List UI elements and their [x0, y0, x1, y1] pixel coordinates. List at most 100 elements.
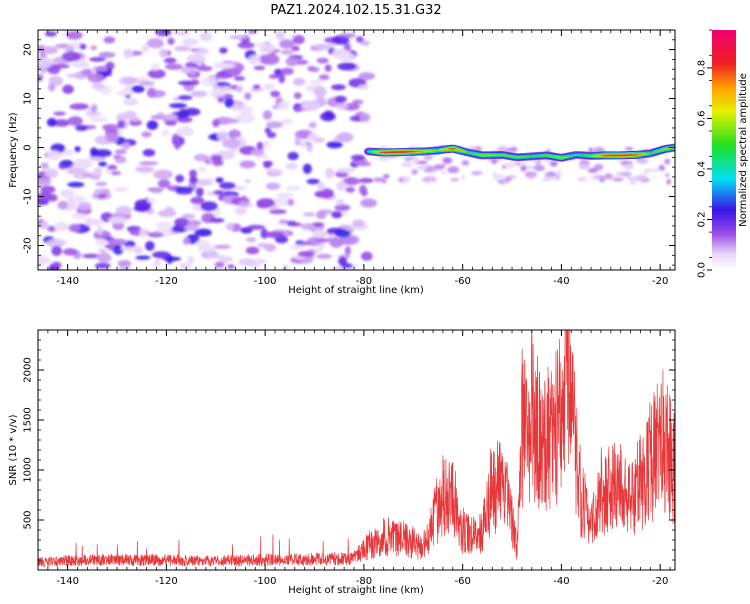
noise-blob [294, 136, 301, 143]
noise-blob [324, 64, 332, 72]
noise-blob [265, 182, 281, 191]
signal-band-segment [483, 154, 486, 157]
signal-band-segment [605, 154, 608, 157]
noise-blob [88, 218, 104, 226]
noise-blob [97, 193, 107, 199]
noise-blob [112, 154, 122, 159]
signal-spread-blob [403, 157, 413, 161]
noise-blob [334, 95, 347, 104]
noise-blob [264, 127, 272, 134]
noise-blob [263, 139, 270, 150]
signal-spread-blob [545, 172, 556, 177]
noise-blob [138, 161, 159, 166]
signal-band-segment [372, 151, 375, 153]
noise-blob [38, 74, 44, 82]
noise-blob [112, 245, 124, 255]
noise-blob [212, 159, 224, 167]
signal-spread-blob [599, 176, 606, 183]
noise-blob [345, 186, 356, 193]
signal-band-segment [616, 154, 619, 157]
noise-blob [237, 42, 255, 49]
noise-blob [96, 225, 103, 235]
noise-blob [95, 238, 108, 247]
noise-blob [271, 204, 279, 210]
signal-band-segment [656, 150, 659, 152]
signal-band-segment [598, 154, 601, 157]
noise-blob [286, 220, 297, 226]
noise-blob [54, 221, 69, 232]
noise-blob [90, 147, 98, 157]
noise-blob [201, 76, 218, 87]
y-tick-label: 500 [23, 510, 34, 529]
signal-band-segment [632, 154, 635, 156]
signal-band-segment [427, 150, 430, 152]
noise-blob [280, 67, 294, 75]
noise-blob [165, 114, 176, 119]
noise-blob [150, 188, 163, 194]
signal-spread-blob [507, 161, 518, 167]
noise-blob [89, 57, 106, 62]
noise-blob [147, 232, 164, 238]
noise-blob [285, 162, 299, 170]
signal-band-segment [647, 152, 650, 155]
signal-spread-blob [447, 166, 460, 174]
signal-spread-blob [645, 168, 654, 172]
noise-blob [123, 110, 137, 121]
noise-blob [235, 85, 244, 93]
x-tick-label: -20 [652, 276, 668, 287]
signal-band-segment [503, 154, 506, 157]
signal-band-segment [547, 155, 550, 157]
noise-blob [205, 177, 213, 184]
signal-spread-blob [442, 157, 453, 164]
signal-spread-blob [423, 154, 434, 161]
noise-blob [97, 248, 107, 253]
noise-blob [135, 166, 155, 173]
signal-band-segment [472, 152, 475, 155]
signal-band-segment [552, 155, 555, 158]
noise-blob [313, 222, 325, 227]
noise-blob [74, 146, 81, 153]
snr-y-axis-title: SNR (10 * v/v) [8, 414, 19, 485]
noise-blob [332, 35, 350, 45]
signal-band-segment [530, 155, 533, 158]
noise-blob [165, 63, 183, 70]
noise-blob [165, 120, 177, 126]
noise-blob [262, 110, 273, 120]
noise-blob [234, 206, 247, 216]
signal-band-segment [556, 156, 559, 158]
signal-band-segment [541, 154, 544, 157]
colorbar-title: Normalized spectral amplitude [738, 73, 749, 227]
y-tick-label: 0 [23, 144, 34, 150]
signal-band-segment [576, 154, 579, 156]
signal-spread-blob [373, 177, 385, 183]
noise-blob [244, 178, 251, 184]
signal-spread-blob [625, 147, 634, 151]
noise-blob [320, 112, 336, 122]
signal-band-segment [625, 154, 628, 156]
signal-band-segment [525, 155, 528, 158]
noise-blob [48, 75, 63, 87]
signal-band-segment [505, 154, 508, 157]
signal-spread-blob [621, 171, 632, 177]
signal-band-segment [612, 154, 615, 157]
snr-series-line [38, 330, 675, 567]
signal-band-segment [374, 151, 377, 153]
signal-spread-blob [520, 165, 527, 172]
noise-blob [337, 52, 356, 62]
noise-blob [313, 86, 327, 97]
heatmap-x-axis-title: Height of straight line (km) [288, 285, 424, 296]
signal-spread-blob [505, 176, 512, 182]
noise-blob [238, 258, 255, 266]
signal-spread-blob [629, 178, 637, 186]
signal-band-segment [441, 149, 444, 151]
noise-blob [196, 65, 213, 72]
signal-band-segment [572, 154, 575, 157]
noise-blob [357, 84, 369, 90]
noise-blob [214, 73, 233, 79]
noise-blob [335, 167, 356, 173]
signal-band-segment [381, 151, 384, 154]
noise-blob [53, 119, 71, 127]
signal-band-segment [481, 154, 484, 157]
noise-blob [110, 170, 121, 176]
signal-band-segment [592, 155, 595, 157]
